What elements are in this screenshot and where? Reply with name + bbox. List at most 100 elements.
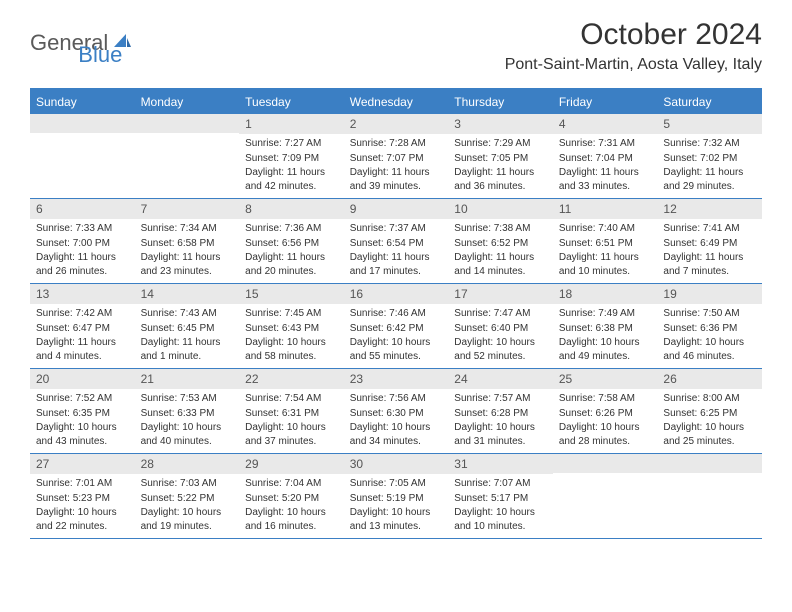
sunrise-text: Sunrise: 7:54 AM (245, 392, 338, 406)
day-cell: 1Sunrise: 7:27 AMSunset: 7:09 PMDaylight… (239, 114, 344, 198)
daylight-text: Daylight: 11 hours and 42 minutes. (245, 166, 338, 193)
sunrise-text: Sunrise: 7:01 AM (36, 477, 129, 491)
day-number: 8 (239, 199, 344, 219)
day-cell (30, 114, 135, 198)
daylight-text: Daylight: 10 hours and 58 minutes. (245, 336, 338, 363)
daylight-text: Daylight: 10 hours and 37 minutes. (245, 421, 338, 448)
sunrise-text: Sunrise: 7:34 AM (141, 222, 234, 236)
daylight-text: Daylight: 10 hours and 40 minutes. (141, 421, 234, 448)
day-number: 1 (239, 114, 344, 134)
daylight-text: Daylight: 10 hours and 43 minutes. (36, 421, 129, 448)
day-body: Sunrise: 7:47 AMSunset: 6:40 PMDaylight:… (448, 304, 553, 368)
day-cell: 8Sunrise: 7:36 AMSunset: 6:56 PMDaylight… (239, 199, 344, 283)
day-cell: 24Sunrise: 7:57 AMSunset: 6:28 PMDayligh… (448, 369, 553, 453)
day-body: Sunrise: 7:45 AMSunset: 6:43 PMDaylight:… (239, 304, 344, 368)
sunset-text: Sunset: 5:22 PM (141, 492, 234, 506)
sunrise-text: Sunrise: 7:47 AM (454, 307, 547, 321)
day-cell: 11Sunrise: 7:40 AMSunset: 6:51 PMDayligh… (553, 199, 658, 283)
day-cell (553, 454, 658, 538)
sunrise-text: Sunrise: 8:00 AM (663, 392, 756, 406)
day-body: Sunrise: 7:42 AMSunset: 6:47 PMDaylight:… (30, 304, 135, 368)
day-number (657, 454, 762, 473)
day-number: 31 (448, 454, 553, 474)
sunrise-text: Sunrise: 7:05 AM (350, 477, 443, 491)
sunrise-text: Sunrise: 7:43 AM (141, 307, 234, 321)
day-cell: 31Sunrise: 7:07 AMSunset: 5:17 PMDayligh… (448, 454, 553, 538)
calendar-body: 1Sunrise: 7:27 AMSunset: 7:09 PMDaylight… (30, 114, 762, 539)
day-number: 21 (135, 369, 240, 389)
sunset-text: Sunset: 5:17 PM (454, 492, 547, 506)
day-body: Sunrise: 7:01 AMSunset: 5:23 PMDaylight:… (30, 474, 135, 538)
day-cell: 21Sunrise: 7:53 AMSunset: 6:33 PMDayligh… (135, 369, 240, 453)
sunrise-text: Sunrise: 7:38 AM (454, 222, 547, 236)
daylight-text: Daylight: 10 hours and 46 minutes. (663, 336, 756, 363)
calendar: Sunday Monday Tuesday Wednesday Thursday… (30, 88, 762, 539)
day-cell: 23Sunrise: 7:56 AMSunset: 6:30 PMDayligh… (344, 369, 449, 453)
day-body: Sunrise: 7:28 AMSunset: 7:07 PMDaylight:… (344, 134, 449, 198)
week-row: 27Sunrise: 7:01 AMSunset: 5:23 PMDayligh… (30, 454, 762, 539)
sunset-text: Sunset: 6:36 PM (663, 322, 756, 336)
day-number (135, 114, 240, 133)
day-cell: 10Sunrise: 7:38 AMSunset: 6:52 PMDayligh… (448, 199, 553, 283)
day-body: Sunrise: 7:04 AMSunset: 5:20 PMDaylight:… (239, 474, 344, 538)
day-number: 27 (30, 454, 135, 474)
day-body: Sunrise: 8:00 AMSunset: 6:25 PMDaylight:… (657, 389, 762, 453)
sunset-text: Sunset: 6:28 PM (454, 407, 547, 421)
sunrise-text: Sunrise: 7:49 AM (559, 307, 652, 321)
daylight-text: Daylight: 10 hours and 16 minutes. (245, 506, 338, 533)
day-cell: 28Sunrise: 7:03 AMSunset: 5:22 PMDayligh… (135, 454, 240, 538)
day-cell: 15Sunrise: 7:45 AMSunset: 6:43 PMDayligh… (239, 284, 344, 368)
sunrise-text: Sunrise: 7:53 AM (141, 392, 234, 406)
day-number: 14 (135, 284, 240, 304)
day-cell: 20Sunrise: 7:52 AMSunset: 6:35 PMDayligh… (30, 369, 135, 453)
sunrise-text: Sunrise: 7:56 AM (350, 392, 443, 406)
page-title: October 2024 (505, 18, 762, 52)
day-number: 9 (344, 199, 449, 219)
sunset-text: Sunset: 6:42 PM (350, 322, 443, 336)
sunset-text: Sunset: 7:04 PM (559, 152, 652, 166)
weekday-header-row: Sunday Monday Tuesday Wednesday Thursday… (30, 90, 762, 114)
sunset-text: Sunset: 5:23 PM (36, 492, 129, 506)
day-number: 10 (448, 199, 553, 219)
daylight-text: Daylight: 11 hours and 1 minute. (141, 336, 234, 363)
sunset-text: Sunset: 6:47 PM (36, 322, 129, 336)
day-cell: 22Sunrise: 7:54 AMSunset: 6:31 PMDayligh… (239, 369, 344, 453)
daylight-text: Daylight: 10 hours and 34 minutes. (350, 421, 443, 448)
weekday-label: Saturday (657, 90, 762, 114)
week-row: 20Sunrise: 7:52 AMSunset: 6:35 PMDayligh… (30, 369, 762, 454)
sunset-text: Sunset: 6:43 PM (245, 322, 338, 336)
day-body: Sunrise: 7:43 AMSunset: 6:45 PMDaylight:… (135, 304, 240, 368)
day-cell: 19Sunrise: 7:50 AMSunset: 6:36 PMDayligh… (657, 284, 762, 368)
day-cell: 3Sunrise: 7:29 AMSunset: 7:05 PMDaylight… (448, 114, 553, 198)
sunset-text: Sunset: 6:30 PM (350, 407, 443, 421)
day-body: Sunrise: 7:07 AMSunset: 5:17 PMDaylight:… (448, 474, 553, 538)
daylight-text: Daylight: 10 hours and 49 minutes. (559, 336, 652, 363)
day-number: 11 (553, 199, 658, 219)
logo: General Blue (30, 18, 122, 68)
title-block: October 2024 Pont-Saint-Martin, Aosta Va… (505, 18, 762, 74)
day-body: Sunrise: 7:56 AMSunset: 6:30 PMDaylight:… (344, 389, 449, 453)
sunset-text: Sunset: 6:56 PM (245, 237, 338, 251)
day-cell: 6Sunrise: 7:33 AMSunset: 7:00 PMDaylight… (30, 199, 135, 283)
daylight-text: Daylight: 10 hours and 10 minutes. (454, 506, 547, 533)
day-number: 17 (448, 284, 553, 304)
daylight-text: Daylight: 11 hours and 7 minutes. (663, 251, 756, 278)
day-cell: 17Sunrise: 7:47 AMSunset: 6:40 PMDayligh… (448, 284, 553, 368)
day-cell (657, 454, 762, 538)
sunrise-text: Sunrise: 7:07 AM (454, 477, 547, 491)
daylight-text: Daylight: 11 hours and 26 minutes. (36, 251, 129, 278)
sunset-text: Sunset: 6:49 PM (663, 237, 756, 251)
daylight-text: Daylight: 10 hours and 28 minutes. (559, 421, 652, 448)
sunset-text: Sunset: 6:58 PM (141, 237, 234, 251)
daylight-text: Daylight: 10 hours and 22 minutes. (36, 506, 129, 533)
day-number: 6 (30, 199, 135, 219)
day-cell: 30Sunrise: 7:05 AMSunset: 5:19 PMDayligh… (344, 454, 449, 538)
daylight-text: Daylight: 11 hours and 33 minutes. (559, 166, 652, 193)
day-number: 25 (553, 369, 658, 389)
day-cell: 14Sunrise: 7:43 AMSunset: 6:45 PMDayligh… (135, 284, 240, 368)
day-number: 20 (30, 369, 135, 389)
day-number: 5 (657, 114, 762, 134)
day-number: 28 (135, 454, 240, 474)
sunset-text: Sunset: 6:38 PM (559, 322, 652, 336)
day-cell: 25Sunrise: 7:58 AMSunset: 6:26 PMDayligh… (553, 369, 658, 453)
